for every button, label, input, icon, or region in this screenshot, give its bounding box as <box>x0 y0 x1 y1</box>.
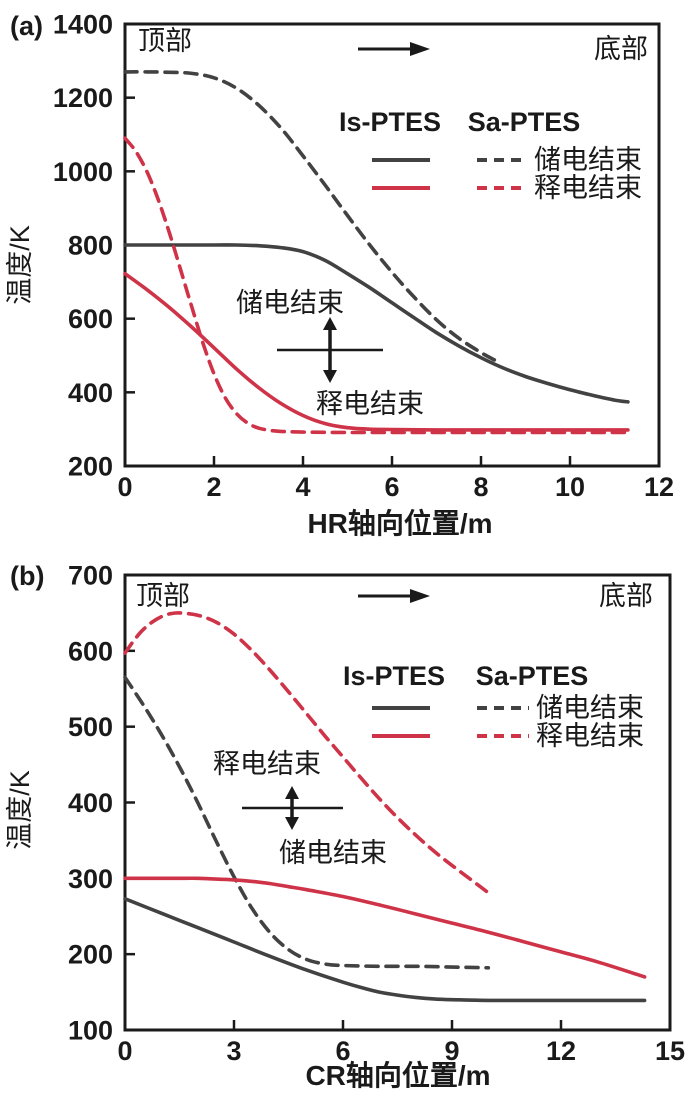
legend-a-charge-label: 储电结束 <box>534 145 642 175</box>
y-axis-title-a: 温度/K <box>5 225 35 305</box>
legend-a-dashed-dark-sample <box>477 158 527 162</box>
y-tick-label: 200 <box>68 452 113 482</box>
legend-b-solid-red-sample <box>372 734 430 738</box>
y-tick-label: 100 <box>68 1016 113 1046</box>
legend-b-dashed-red-sample <box>477 734 529 738</box>
annotation-b-above: 释电结束 <box>213 749 321 779</box>
y-tick-label: 400 <box>68 378 113 408</box>
bottom-region-label-b: 底部 <box>599 581 653 611</box>
legend-b-dashed-dark-sample <box>477 706 529 710</box>
y-tick-label: 700 <box>68 561 113 591</box>
double-arrow-down-head <box>323 370 337 383</box>
legend-b-discharge-label: 释电结束 <box>536 721 644 751</box>
x-tick-label: 10 <box>555 472 585 502</box>
double-arrow-down-head <box>285 817 299 830</box>
x-axis-title-b: CR轴向位置/m <box>305 1060 491 1091</box>
x-tick-label: 6 <box>384 472 399 502</box>
panel-b-label: (b) <box>10 561 45 591</box>
series-curve <box>123 897 647 1003</box>
top-region-label-a: 顶部 <box>138 26 192 56</box>
y-tick-label: 200 <box>68 940 113 970</box>
annotation-b-below: 储电结束 <box>279 838 387 868</box>
y-tick-label: 1000 <box>53 157 113 187</box>
legend-a-discharge-label: 释电结束 <box>534 173 642 203</box>
bottom-region-label-a: 底部 <box>594 34 648 64</box>
series-curve <box>123 70 497 362</box>
y-tick-label: 600 <box>68 304 113 334</box>
double-arrow-up-head <box>323 317 337 330</box>
x-tick-label: 6 <box>335 1036 350 1066</box>
legend-b-header-sa-ptes: Sa-PTES <box>475 661 589 691</box>
legend-b-header-is-ptes: Is-PTES <box>342 661 446 691</box>
x-axis-title-a: HR轴向位置/m <box>307 508 493 539</box>
y-tick-label: 1400 <box>53 10 113 40</box>
series-curve <box>123 611 491 895</box>
x-tick-label: 2 <box>206 472 221 502</box>
legend-b-solid-dark-sample <box>372 706 430 710</box>
legend-a-solid-red-sample <box>372 186 430 190</box>
axis-box <box>123 573 672 1032</box>
direction-arrow-head <box>410 42 430 56</box>
x-tick-label: 3 <box>226 1036 241 1066</box>
y-tick-label: 500 <box>68 712 113 742</box>
x-tick-label: 12 <box>546 1036 576 1066</box>
y-tick-label: 400 <box>68 788 113 818</box>
y-tick-label: 1200 <box>53 83 113 113</box>
x-tick-label: 12 <box>644 472 674 502</box>
x-tick-label: 9 <box>444 1036 459 1066</box>
legend-a-header-sa-ptes: Sa-PTES <box>467 107 581 137</box>
legend-a-solid-dark-sample <box>372 158 430 162</box>
x-tick-label: 8 <box>473 472 488 502</box>
series-curve <box>123 271 630 432</box>
annotation-a-below: 释电结束 <box>316 389 424 419</box>
y-tick-label: 800 <box>68 231 113 261</box>
series-curve <box>123 136 630 435</box>
series-curve <box>123 876 647 979</box>
direction-arrow-head <box>410 589 430 603</box>
y-tick-label: 600 <box>68 636 113 666</box>
x-tick-label: 0 <box>117 1036 132 1066</box>
legend-b-charge-label: 储电结束 <box>536 693 644 723</box>
x-tick-label: 4 <box>295 472 310 502</box>
annotation-a-above: 储电结束 <box>236 288 344 318</box>
panel-a-label: (a) <box>10 11 43 41</box>
legend-a-header-is-ptes: Is-PTES <box>338 107 442 137</box>
y-axis-title-b: 温度/K <box>5 770 35 850</box>
series-curve <box>123 243 630 404</box>
double-arrow-up-head <box>285 786 299 799</box>
x-tick-label: 15 <box>655 1036 685 1066</box>
y-tick-label: 300 <box>68 864 113 894</box>
x-tick-label: 0 <box>117 472 132 502</box>
series-curve <box>123 675 491 970</box>
top-region-label-b: 顶部 <box>136 581 190 611</box>
legend-a-dashed-red-sample <box>477 186 527 190</box>
